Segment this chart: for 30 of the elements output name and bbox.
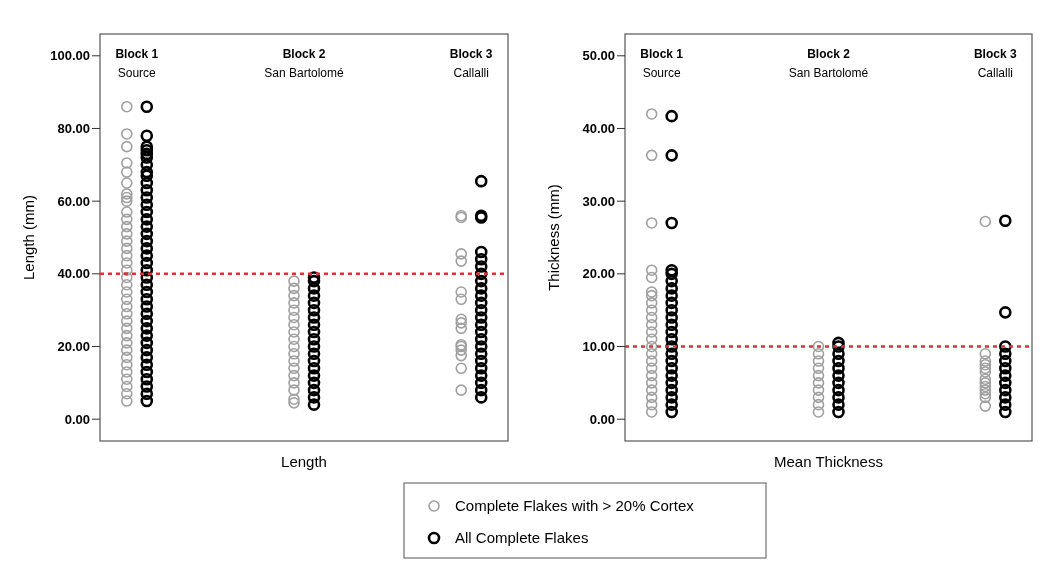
- x-axis-title: Mean Thickness: [774, 453, 883, 470]
- x-tick-label: Block 1: [640, 47, 684, 61]
- annotation: San Bartolomé: [264, 66, 345, 80]
- annotation: Callalli: [977, 66, 1013, 80]
- y-tick-label: 40.00: [582, 121, 615, 137]
- annotation: San Bartolomé: [788, 66, 869, 80]
- x-axis-title: Length: [281, 453, 327, 470]
- x-tick-label: Block 3: [449, 47, 493, 61]
- y-tick-label: 10.00: [582, 339, 615, 355]
- y-tick-label: 20.00: [57, 339, 90, 355]
- y-tick-label: 20.00: [582, 266, 615, 282]
- y-tick-label: 40.00: [57, 266, 90, 282]
- y-tick-label: 50.00: [582, 48, 615, 64]
- y-tick-label: 0.00: [589, 411, 615, 427]
- x-tick-label: Block 1: [115, 47, 159, 61]
- annotation: Callalli: [453, 66, 489, 80]
- y-tick-label: 100.00: [50, 48, 90, 64]
- x-tick-label: Block 3: [973, 47, 1017, 61]
- annotation: Source: [642, 66, 682, 80]
- legend-label: All Complete Flakes: [455, 529, 589, 547]
- x-tick-label: Block 2: [282, 47, 326, 61]
- annotation: Source: [117, 66, 157, 80]
- y-tick-label: 60.00: [57, 193, 90, 209]
- y-tick-label: 80.00: [57, 121, 90, 137]
- x-tick-label: Block 2: [807, 47, 851, 61]
- legend-label: Complete Flakes with > 20% Cortex: [455, 497, 695, 515]
- y-tick-label: 30.00: [582, 193, 615, 209]
- y-axis-title: Length (mm): [20, 194, 37, 281]
- y-tick-label: 0.00: [64, 411, 90, 427]
- y-axis-title: Thickness (mm): [545, 184, 562, 291]
